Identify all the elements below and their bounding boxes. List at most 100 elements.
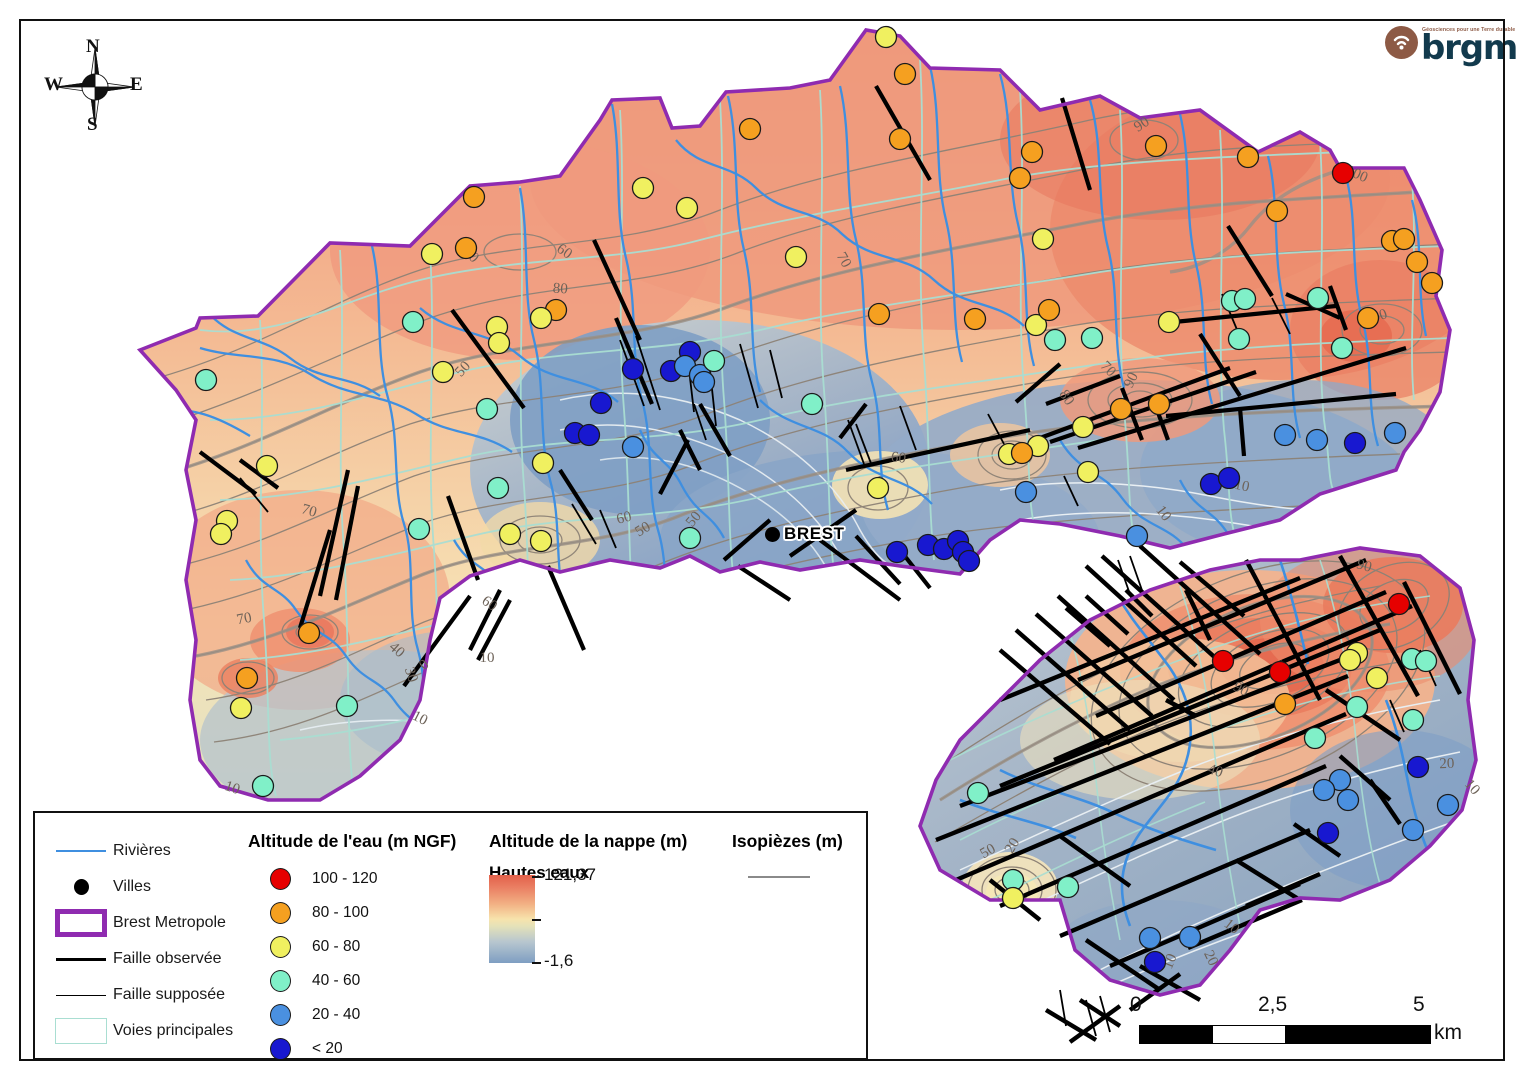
- well-point[interactable]: [888, 127, 912, 151]
- well-point[interactable]: [1338, 648, 1362, 672]
- legend-item-rivieres[interactable]: Rivières: [49, 839, 171, 863]
- well-point[interactable]: [1147, 392, 1171, 416]
- well-point[interactable]: [874, 25, 898, 49]
- well-points[interactable]: [194, 25, 1460, 974]
- well-point[interactable]: [1125, 524, 1149, 548]
- well-point[interactable]: [1071, 415, 1095, 439]
- well-point[interactable]: [577, 423, 601, 447]
- well-point[interactable]: [1037, 298, 1061, 322]
- well-point[interactable]: [1331, 161, 1355, 185]
- legend-item-voies-principales[interactable]: Voies principales: [49, 1018, 233, 1044]
- well-point[interactable]: [1265, 199, 1289, 223]
- legend-class-row[interactable]: 40 - 60: [248, 969, 360, 993]
- legend-item-faille-observee[interactable]: Faille observée: [49, 947, 222, 971]
- well-point[interactable]: [893, 62, 917, 86]
- well-point[interactable]: [529, 306, 553, 330]
- well-point[interactable]: [675, 196, 699, 220]
- well-point[interactable]: [498, 522, 522, 546]
- legend-item-brest-metropole[interactable]: Brest Metropole: [49, 909, 226, 937]
- well-point[interactable]: [1008, 166, 1032, 190]
- well-point[interactable]: [529, 529, 553, 553]
- well-point[interactable]: [531, 451, 555, 475]
- well-point[interactable]: [431, 360, 455, 384]
- well-point[interactable]: [209, 522, 233, 546]
- well-point[interactable]: [1420, 271, 1444, 295]
- well-point[interactable]: [1401, 708, 1425, 732]
- well-point[interactable]: [1227, 327, 1251, 351]
- well-point[interactable]: [486, 476, 510, 500]
- well-point[interactable]: [1365, 666, 1389, 690]
- well-point[interactable]: [255, 454, 279, 478]
- well-point[interactable]: [1328, 768, 1352, 792]
- well-point[interactable]: [1273, 423, 1297, 447]
- well-point[interactable]: [1031, 227, 1055, 251]
- well-point[interactable]: [462, 185, 486, 209]
- well-point[interactable]: [966, 781, 990, 805]
- well-point[interactable]: [621, 435, 645, 459]
- well-point[interactable]: [1076, 460, 1100, 484]
- well-point[interactable]: [407, 517, 431, 541]
- well-point[interactable]: [589, 391, 613, 415]
- well-point[interactable]: [194, 368, 218, 392]
- well-point[interactable]: [1211, 649, 1235, 673]
- well-point[interactable]: [1436, 793, 1460, 817]
- well-point[interactable]: [1392, 227, 1416, 251]
- well-point[interactable]: [1109, 397, 1133, 421]
- well-point[interactable]: [401, 310, 425, 334]
- well-point[interactable]: [1303, 726, 1327, 750]
- well-point[interactable]: [738, 117, 762, 141]
- well-point[interactable]: [1043, 328, 1067, 352]
- well-point[interactable]: [1144, 134, 1168, 158]
- legend-class-row[interactable]: 60 - 80: [248, 935, 360, 959]
- well-point[interactable]: [1343, 431, 1367, 455]
- well-point[interactable]: [1010, 441, 1034, 465]
- well-point[interactable]: [1178, 925, 1202, 949]
- well-point[interactable]: [1138, 926, 1162, 950]
- legend-class-row[interactable]: 100 - 120: [248, 867, 378, 891]
- well-point[interactable]: [1268, 660, 1292, 684]
- well-point[interactable]: [957, 549, 981, 573]
- well-point[interactable]: [1316, 821, 1340, 845]
- well-point[interactable]: [1306, 286, 1330, 310]
- well-point[interactable]: [885, 540, 909, 564]
- well-point[interactable]: [621, 357, 645, 381]
- well-point[interactable]: [866, 476, 890, 500]
- well-point[interactable]: [1312, 778, 1336, 802]
- legend-item-faille-supposee[interactable]: Faille supposée: [49, 983, 225, 1007]
- well-point[interactable]: [1001, 886, 1025, 910]
- well-point[interactable]: [235, 666, 259, 690]
- well-point[interactable]: [1330, 336, 1354, 360]
- well-point[interactable]: [229, 696, 253, 720]
- well-point[interactable]: [1020, 140, 1044, 164]
- well-point[interactable]: [1414, 649, 1438, 673]
- well-point[interactable]: [867, 302, 891, 326]
- well-point[interactable]: [1383, 421, 1407, 445]
- well-point[interactable]: [1336, 788, 1360, 812]
- well-point[interactable]: [1356, 306, 1380, 330]
- well-point[interactable]: [335, 694, 359, 718]
- well-point[interactable]: [1273, 692, 1297, 716]
- well-point[interactable]: [454, 236, 478, 260]
- well-point[interactable]: [1233, 287, 1257, 311]
- well-point[interactable]: [692, 370, 716, 394]
- well-point[interactable]: [1401, 818, 1425, 842]
- well-point[interactable]: [1345, 695, 1369, 719]
- well-point[interactable]: [297, 621, 321, 645]
- well-point[interactable]: [1387, 592, 1411, 616]
- well-point[interactable]: [800, 392, 824, 416]
- well-point[interactable]: [1405, 250, 1429, 274]
- legend-item-villes[interactable]: Villes: [49, 875, 151, 899]
- well-point[interactable]: [1024, 313, 1048, 337]
- well-point[interactable]: [475, 397, 499, 421]
- legend-class-row[interactable]: < 20: [248, 1037, 343, 1061]
- legend-class-row[interactable]: 80 - 100: [248, 901, 369, 925]
- well-point[interactable]: [1305, 428, 1329, 452]
- well-point[interactable]: [1236, 145, 1260, 169]
- well-point[interactable]: [420, 242, 444, 266]
- well-point[interactable]: [702, 349, 726, 373]
- well-point[interactable]: [1157, 310, 1181, 334]
- well-point[interactable]: [784, 245, 808, 269]
- well-point[interactable]: [1406, 755, 1430, 779]
- well-point[interactable]: [1014, 480, 1038, 504]
